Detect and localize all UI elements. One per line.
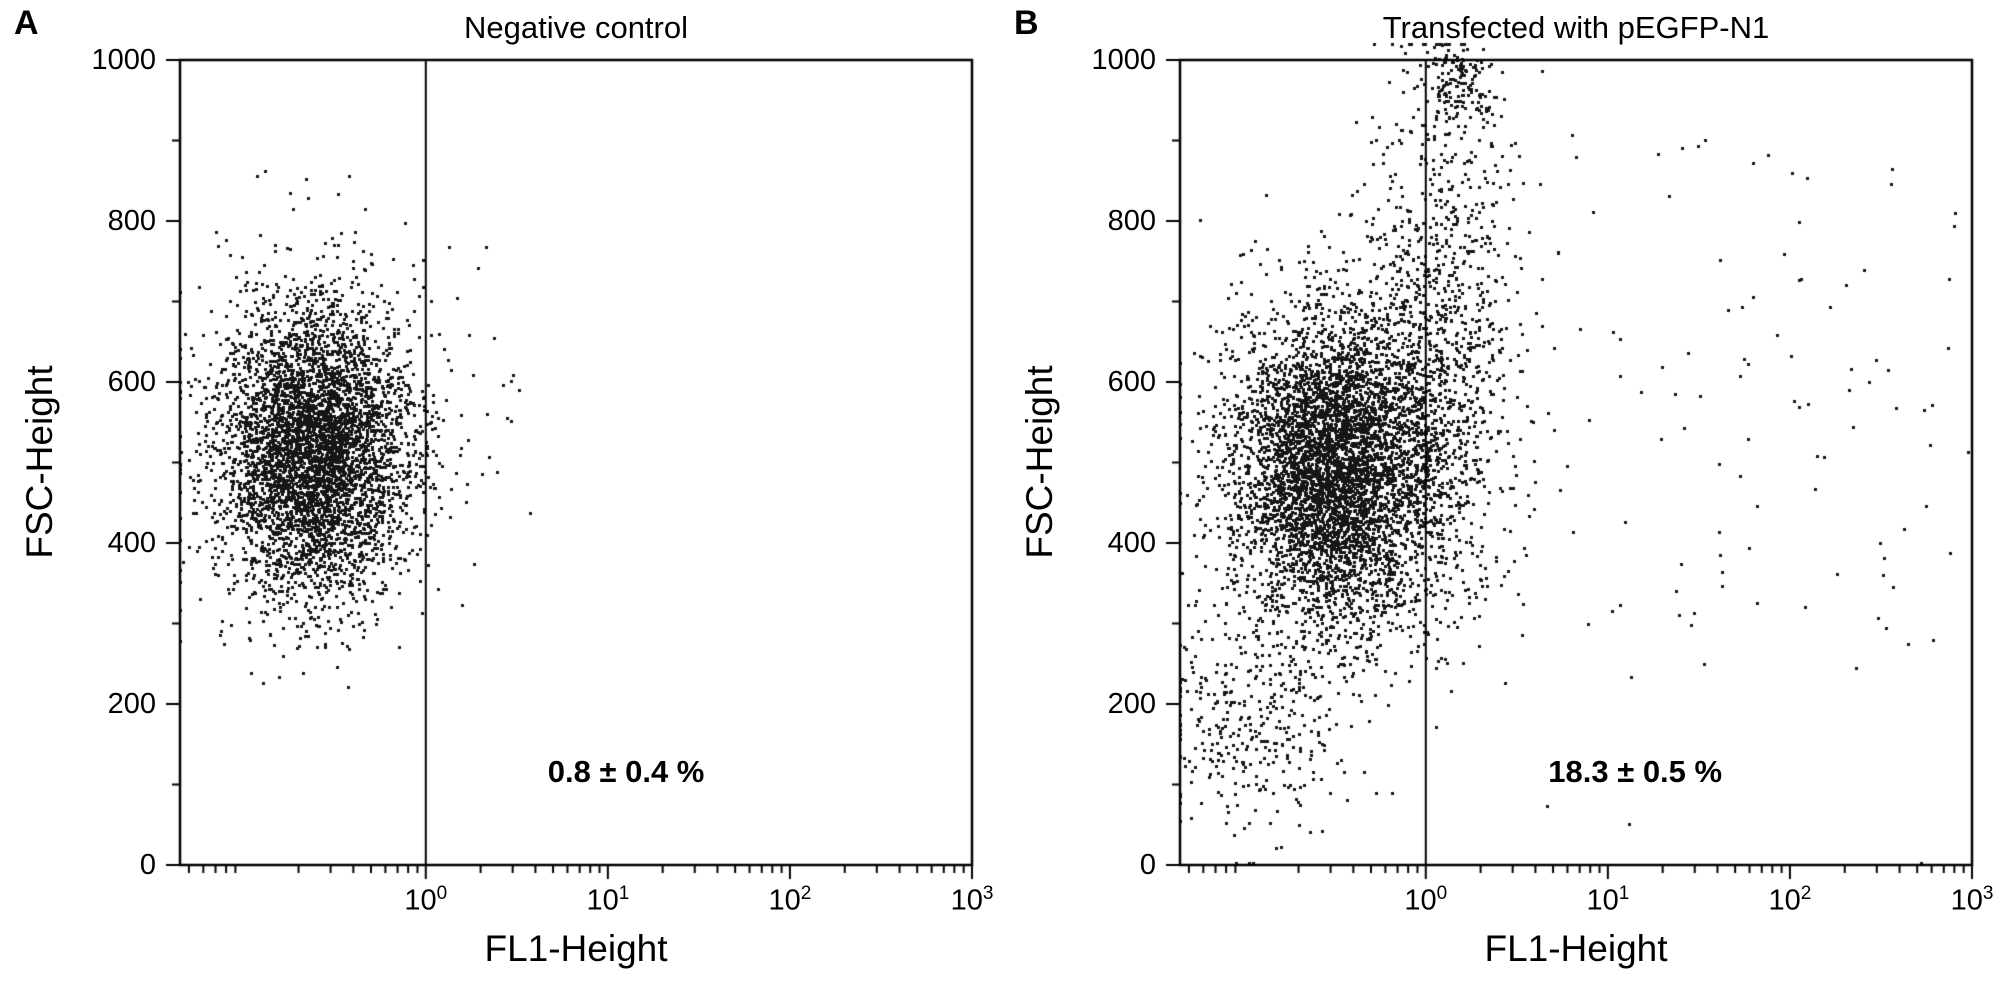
gated-percentage-a: 0.8 ± 0.4 % bbox=[547, 754, 705, 790]
panel-transfected: B Transfected with pEGFP-N1 FSC-Height 0… bbox=[1000, 0, 2000, 994]
panel-negative-control: A Negative control FSC-Height 0 200 400 600… bbox=[0, 0, 1000, 994]
panel-label-b: B bbox=[1014, 4, 1039, 42]
panel-title-a: Negative control bbox=[463, 10, 688, 45]
scatter-plot-a bbox=[0, 0, 1000, 994]
y-axis-label-b: FSC-Height bbox=[1019, 365, 1060, 559]
scatter-plot-b bbox=[1000, 0, 2000, 994]
gated-percentage-b: 18.3 ± 0.5 % bbox=[1548, 754, 1723, 790]
panel-title-b: Transfected with pEGFP-N1 bbox=[1382, 10, 1770, 45]
y-axis-label-a: FSC-Height bbox=[19, 365, 60, 559]
x-axis-label-b: FL1-Height bbox=[1484, 928, 1668, 969]
panel-label-a: A bbox=[14, 4, 39, 42]
x-axis-label-a: FL1-Height bbox=[484, 928, 668, 969]
